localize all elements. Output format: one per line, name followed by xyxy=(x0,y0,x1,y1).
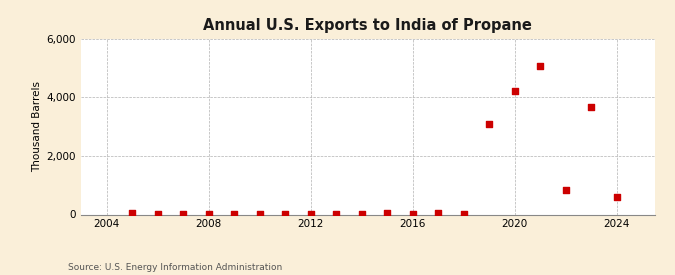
Point xyxy=(279,211,290,216)
Point xyxy=(535,64,545,68)
Point xyxy=(152,212,163,216)
Point xyxy=(483,121,494,126)
Y-axis label: Thousand Barrels: Thousand Barrels xyxy=(32,81,43,172)
Point xyxy=(254,212,265,216)
Point xyxy=(381,211,392,216)
Point xyxy=(127,211,138,215)
Point xyxy=(560,187,571,192)
Point xyxy=(458,211,469,216)
Point xyxy=(203,211,214,216)
Point xyxy=(407,211,418,216)
Text: Source: U.S. Energy Information Administration: Source: U.S. Energy Information Administ… xyxy=(68,263,281,272)
Point xyxy=(178,212,188,216)
Point xyxy=(356,211,367,216)
Point xyxy=(433,211,443,216)
Point xyxy=(229,212,240,216)
Point xyxy=(509,89,520,94)
Point xyxy=(331,212,342,216)
Point xyxy=(305,212,316,216)
Point xyxy=(586,105,597,110)
Point xyxy=(611,195,622,199)
Title: Annual U.S. Exports to India of Propane: Annual U.S. Exports to India of Propane xyxy=(203,18,533,33)
